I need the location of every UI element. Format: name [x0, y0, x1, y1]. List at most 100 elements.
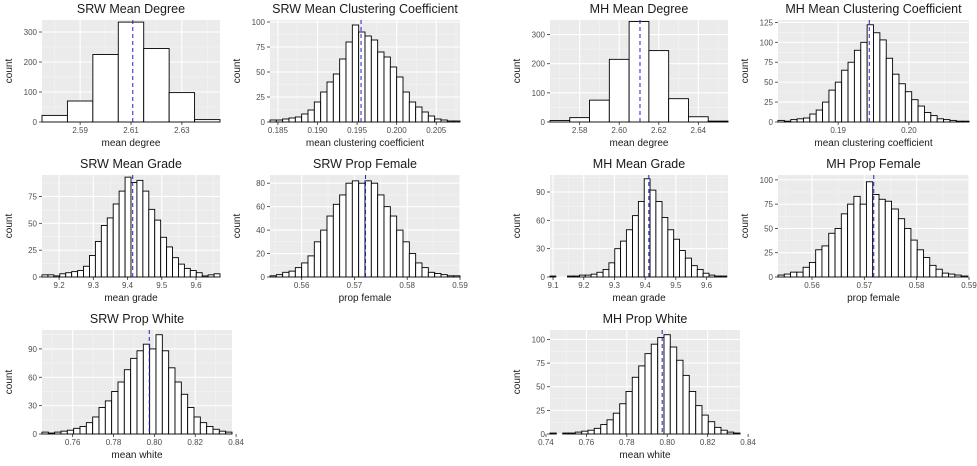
histogram-bar [333, 74, 339, 122]
histogram-bar [314, 242, 320, 277]
x-tick-label: 0.56 [294, 281, 310, 290]
histogram-bar [397, 230, 403, 277]
histogram-bar [689, 391, 695, 434]
histogram-bar [936, 269, 942, 277]
x-tick-label: 2.58 [572, 126, 588, 135]
histogram-svg: SRW Mean Grade 0 25 50 75 9.2 9.3 9.4 9.5 9.6 mean… [0, 155, 228, 307]
histogram-bar [454, 276, 460, 277]
histogram-bar [365, 36, 371, 122]
x-tick-label: 2.59 [72, 126, 88, 135]
histogram-bar [778, 275, 784, 277]
histogram-bar [639, 366, 645, 434]
histogram-bar [563, 433, 569, 434]
chart-title: MH Prop White [603, 312, 688, 326]
histogram-bar [270, 276, 276, 277]
y-tick-label: 0 [769, 273, 774, 282]
x-tick-label: 0.80 [147, 438, 163, 447]
histogram-bar [905, 228, 911, 277]
x-tick-label: 0.80 [659, 438, 675, 447]
histogram-bar [829, 90, 835, 122]
histogram-bar [435, 273, 441, 277]
y-tick-label: 100 [24, 88, 38, 97]
y-tick-label: 100 [532, 89, 546, 98]
histogram-bar [961, 276, 968, 277]
histogram-bar [570, 118, 590, 122]
y-tick-label: 75 [764, 58, 773, 67]
histogram-bar [435, 119, 441, 122]
y-tick-label: 25 [764, 249, 773, 258]
histogram-bar [937, 119, 943, 122]
histogram-bar [784, 121, 790, 122]
histogram-bar [621, 241, 627, 277]
histogram-bar [42, 432, 48, 434]
histogram-bar [184, 268, 190, 277]
x-tick-label: 9.3 [609, 281, 621, 290]
y-tick-label: 0 [541, 118, 546, 127]
y-axis-label: count [740, 214, 751, 239]
histogram-bar [734, 433, 740, 434]
histogram-bar [101, 225, 107, 277]
histogram-bar [113, 204, 119, 277]
x-axis-label: prop female [847, 293, 900, 304]
histogram-bar [669, 99, 689, 122]
x-tick-label: 9.5 [156, 281, 168, 290]
histogram-bar [61, 431, 67, 434]
y-tick-label: 50 [536, 383, 545, 392]
histogram-bar [150, 349, 156, 434]
x-axis-label: mean degree [102, 138, 161, 149]
y-tick-label: 0 [261, 273, 266, 282]
histogram-bar [195, 120, 220, 122]
x-tick-label: 9.6 [701, 281, 713, 290]
x-tick-label: 0.20 [901, 126, 917, 135]
histogram-bar [893, 74, 899, 122]
histogram-bar [378, 52, 384, 122]
panel-mh-mean-grade: MH Mean Grade 0 30 60 90 9.1 9.2 9.3 9.4 9.5 9.6 me… [508, 155, 736, 307]
histogram-bar [613, 413, 619, 434]
x-tick-label: 0.19 [830, 126, 846, 135]
x-tick-label: 0.74 [538, 438, 554, 447]
histogram-bar [615, 249, 621, 277]
histogram-bar [416, 107, 422, 122]
x-tick-label: 0.82 [187, 438, 203, 447]
x-tick-label: 0.59 [452, 281, 468, 290]
y-axis-label: count [4, 370, 15, 395]
histogram-bar [797, 272, 803, 277]
x-axis-label: mean white [619, 450, 671, 461]
x-tick-label: 0.84 [740, 438, 756, 447]
histogram-bar [67, 101, 92, 122]
histogram-bar [403, 92, 409, 122]
histogram-bar [885, 201, 891, 277]
histogram-bar [137, 351, 143, 434]
histogram-bar [352, 181, 358, 277]
y-tick-label: 50 [256, 68, 265, 77]
histogram-bar [42, 115, 67, 122]
histogram-bar [384, 207, 390, 277]
histogram-bar [683, 375, 689, 434]
histogram-bar [778, 120, 784, 122]
histogram-bar [131, 183, 137, 277]
histogram-bar [327, 216, 333, 277]
histogram-svg: SRW Mean Clustering Coefficient 0 25 50 75 10… [228, 0, 468, 152]
histogram-bar [55, 432, 61, 434]
x-axis-label: mean grade [612, 293, 666, 304]
histogram-bar [848, 62, 854, 122]
histogram-bar [333, 204, 339, 277]
histogram-bar [784, 274, 790, 277]
histogram-bar [295, 117, 301, 122]
histogram-svg: SRW Mean Degree 0 100 200 300 2.59 2.61 2.63 mea… [0, 0, 228, 152]
histogram-bar [822, 246, 829, 277]
histogram-bar [112, 391, 118, 434]
histogram-bar [721, 276, 727, 277]
histogram-bar [384, 57, 390, 122]
y-axis-label: count [512, 214, 523, 239]
y-tick-label: 200 [532, 60, 546, 69]
histogram-bar [118, 382, 124, 434]
y-axis-label: count [232, 214, 243, 239]
histogram-bar [950, 120, 956, 122]
histogram-bar [409, 254, 415, 277]
histogram-bar [289, 271, 295, 277]
histogram-bar [854, 50, 860, 122]
x-tick-label: 9.3 [88, 281, 100, 290]
histogram-bar [550, 433, 556, 434]
histogram-bar [207, 426, 213, 434]
